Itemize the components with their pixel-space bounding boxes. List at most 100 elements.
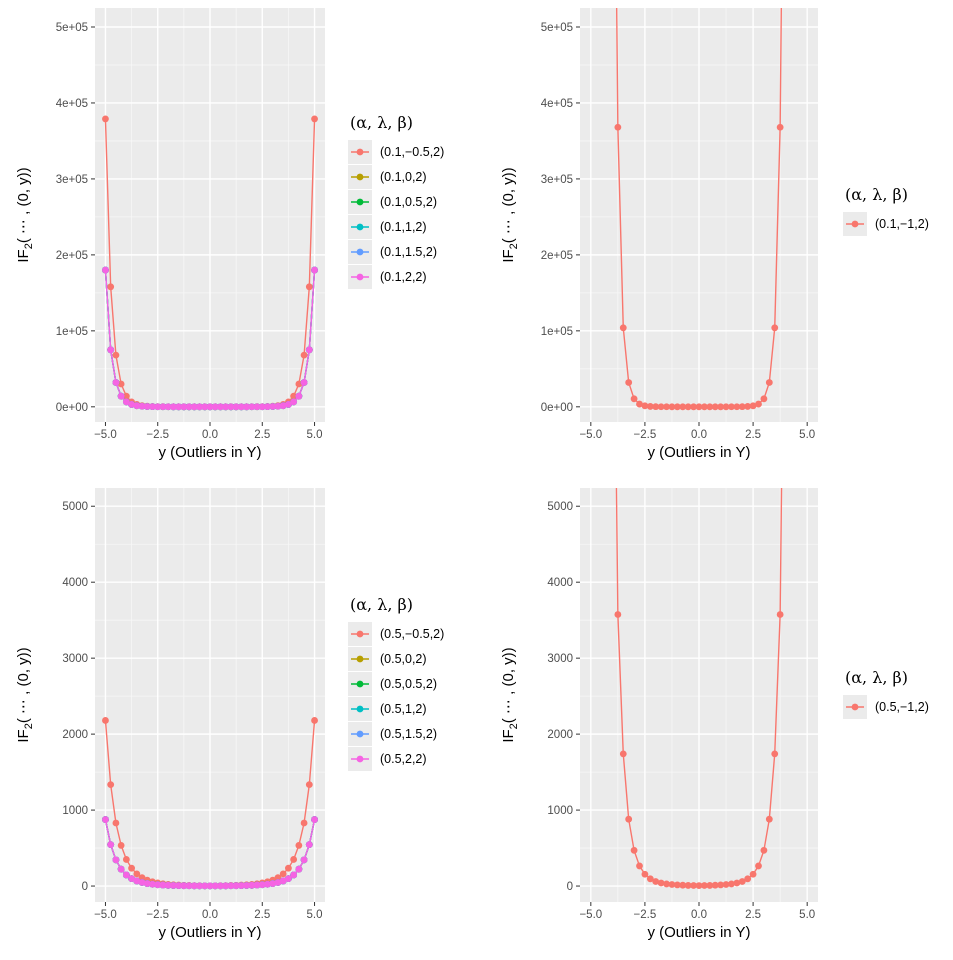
data-point	[771, 324, 779, 332]
data-point	[668, 403, 676, 411]
series-1	[614, 488, 784, 889]
data-point	[117, 865, 125, 873]
y-tick-label: 4000	[547, 577, 573, 589]
y-tick-label: 2000	[547, 729, 573, 741]
data-point	[185, 403, 193, 411]
x-tick-label: −2.5	[146, 429, 169, 441]
legend-key-point	[356, 173, 364, 181]
data-point	[690, 882, 697, 889]
data-point	[196, 403, 203, 411]
x-tick-label: −2.5	[634, 909, 657, 921]
legend-key-point	[356, 755, 364, 763]
chart-panel-3: −5.0 −2.5 0.0 2.5 5.0 0 1000 2000 3000 4000 5000 y …	[15, 488, 444, 941]
data-point	[102, 816, 109, 823]
legend-item: (0.1,2,2)	[348, 265, 427, 289]
data-point	[180, 882, 188, 890]
data-point	[112, 379, 120, 386]
data-point	[673, 403, 681, 411]
data-point	[122, 392, 130, 400]
y-axis-title-subscript: 2	[508, 723, 520, 729]
y-tick-label: 1000	[547, 805, 573, 817]
data-point	[159, 403, 167, 411]
data-point	[776, 123, 784, 131]
y-tick-label: 5e+05	[541, 22, 573, 34]
data-point	[728, 880, 735, 888]
x-tick-label: −2.5	[146, 909, 169, 921]
data-point	[711, 403, 719, 411]
y-axis-title: IF2( ⋯ , (0, y))	[500, 167, 520, 262]
data-point	[253, 403, 261, 411]
data-point	[285, 401, 292, 408]
data-point	[143, 403, 151, 410]
legend-label: (0.5,0,2)	[380, 652, 427, 666]
data-point	[738, 878, 746, 885]
data-point	[300, 856, 308, 864]
data-point	[305, 841, 313, 849]
y-tick-label: 0e+00	[541, 402, 573, 414]
series-6	[102, 816, 318, 890]
data-point	[122, 398, 130, 406]
data-point	[625, 815, 633, 823]
y-tick-label: 0	[82, 881, 88, 893]
data-point	[765, 815, 773, 823]
y-tick-label: 2000	[62, 729, 88, 741]
data-point	[652, 403, 660, 411]
data-point	[269, 880, 277, 887]
data-point	[232, 882, 240, 890]
legend-label: (0.1,0.5,2)	[380, 195, 437, 209]
y-axis-title-rest: ( ⋯ , (0, y))	[500, 647, 517, 723]
data-point	[211, 882, 219, 890]
data-point	[164, 403, 172, 411]
x-tick-label: 2.5	[254, 429, 270, 441]
plot-area	[102, 115, 318, 411]
legend-key-point	[356, 705, 364, 713]
data-point	[133, 877, 141, 885]
data-point	[684, 882, 692, 889]
legend: (α, λ, β) (0.1,−1,2)	[843, 185, 929, 236]
y-tick-label: 5e+05	[56, 22, 88, 34]
y-tick-label: 1e+05	[541, 326, 573, 338]
legend-key-point	[356, 273, 364, 281]
y-tick-label: 3e+05	[56, 174, 88, 186]
legend-label: (0.1,−1,2)	[875, 217, 929, 231]
data-point	[771, 750, 779, 758]
y-axis-title-main: IF	[500, 729, 517, 742]
data-point	[717, 881, 725, 889]
data-point	[138, 402, 146, 410]
data-point	[776, 611, 784, 618]
data-point	[706, 882, 714, 889]
data-point	[237, 403, 245, 411]
data-point	[625, 379, 633, 386]
data-point	[279, 877, 287, 885]
y-tick-label: 0e+00	[56, 402, 88, 414]
data-point	[170, 882, 177, 889]
data-point	[652, 878, 660, 885]
data-point	[107, 841, 115, 849]
legend-label: (0.5,−0.5,2)	[380, 627, 444, 641]
x-axis-title: y (Outliers in Y)	[158, 444, 261, 461]
legend-title: (α, λ, β)	[845, 185, 908, 204]
data-point	[295, 380, 303, 388]
legend-item: (0.1,−0.5,2)	[348, 140, 444, 164]
y-tick-label: 0	[567, 881, 573, 893]
data-point	[760, 846, 768, 854]
data-point	[311, 717, 318, 724]
data-point	[706, 403, 714, 411]
plot-area	[102, 717, 318, 890]
data-point	[117, 380, 125, 388]
y-tick-label: 2e+05	[541, 250, 573, 262]
data-point	[733, 879, 741, 887]
series-6	[102, 266, 318, 411]
y-tick-label: 4000	[62, 577, 88, 589]
legend-key-point	[851, 703, 859, 711]
data-point	[107, 781, 115, 789]
y-axis-title: IF2( ⋯ , (0, y))	[15, 647, 35, 742]
x-tick-label: −5.0	[94, 429, 117, 441]
data-point	[711, 881, 719, 889]
y-tick-label: 2e+05	[56, 250, 88, 262]
data-point	[149, 403, 156, 411]
x-tick-label: 0.0	[202, 909, 218, 921]
data-point	[269, 403, 277, 410]
data-point	[728, 403, 735, 411]
data-point	[107, 346, 115, 354]
